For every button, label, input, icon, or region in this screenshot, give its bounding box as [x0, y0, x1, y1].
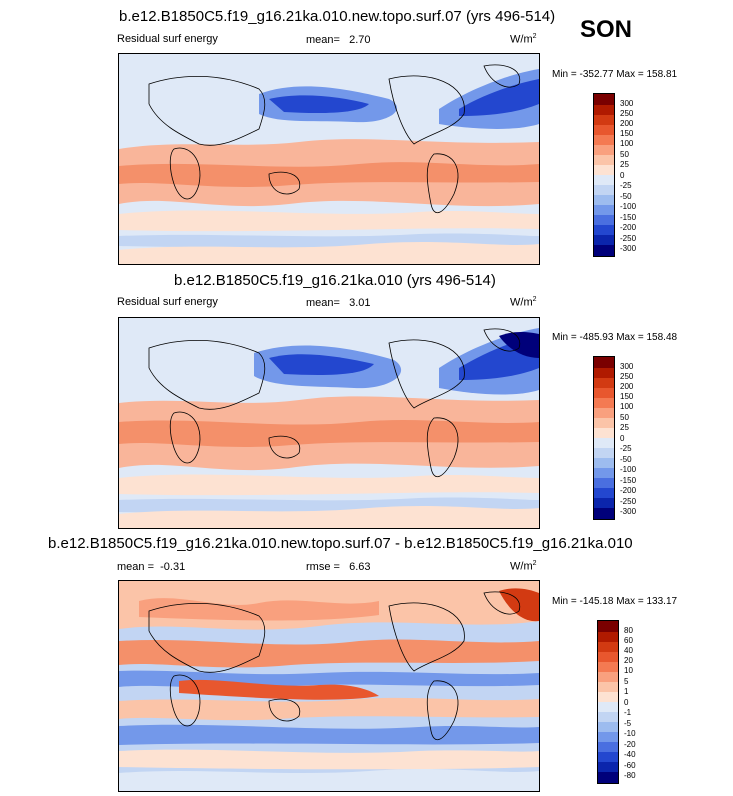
colorbar-tick: -50	[620, 455, 632, 464]
panel-3-colorbar	[597, 620, 619, 784]
panel-1-colorbar	[593, 93, 615, 257]
panel-1-mean-text: mean=	[306, 34, 340, 46]
panel-3-mean-value: -0.31	[160, 561, 186, 573]
colorbar-tick: -300	[620, 244, 637, 253]
colorbar-tick: 200	[620, 119, 634, 128]
panel-1-title: b.e12.B1850C5.f19_g16.21ka.010.new.topo.…	[119, 8, 556, 25]
colorbar-tick: 100	[620, 139, 634, 148]
colorbar-tick: 300	[620, 362, 634, 371]
panel-3-rmse-text: rmse =	[306, 561, 340, 573]
season-label: SON	[580, 16, 633, 43]
colorbar-tick: -250	[620, 234, 637, 243]
colorbar-tick: 0	[620, 434, 625, 443]
colorbar-tick: -200	[620, 223, 637, 232]
colorbar-tick: 50	[620, 150, 629, 159]
panel-3-minmax: Min = -145.18 Max = 133.17	[552, 596, 678, 607]
panel-3-units: W/m2	[510, 560, 537, 573]
colorbar-tick: 300	[620, 99, 634, 108]
panel-2-colorbar	[593, 356, 615, 520]
colorbar-tick: 250	[620, 372, 634, 381]
panel-3-map-svg	[119, 581, 539, 791]
panel-1-mean-value: 2.70	[349, 34, 371, 46]
colorbar-tick: -25	[620, 181, 632, 190]
panel-2-title: b.e12.B1850C5.f19_g16.21ka.010 (yrs 496-…	[174, 272, 496, 289]
panel-3-title: b.e12.B1850C5.f19_g16.21ka.010.new.topo.…	[48, 535, 633, 552]
colorbar-tick: -150	[620, 213, 637, 222]
panel-3-units-text: W/m	[510, 560, 533, 573]
colorbar-tick: 25	[620, 423, 629, 432]
colorbar-tick: 250	[620, 109, 634, 118]
colorbar-tick: -150	[620, 476, 637, 485]
panel-1-units-text: W/m	[510, 33, 533, 46]
panel-1-mean-label: mean= 2.70	[306, 34, 371, 46]
colorbar-tick: -40	[624, 750, 636, 759]
colorbar-tick: -250	[620, 497, 637, 506]
panel-2-variable-label: Residual surf energy	[117, 296, 218, 308]
colorbar-tick: 20	[624, 656, 633, 665]
panel-1-map	[118, 53, 540, 265]
colorbar-tick: 150	[620, 392, 634, 401]
panel-1-variable-label: Residual surf energy	[117, 33, 218, 45]
colorbar-tick: -5	[624, 719, 632, 728]
panel-2-units-exp: 2	[532, 296, 537, 303]
panel-2-mean-value: 3.01	[349, 297, 371, 309]
colorbar-tick: 10	[624, 666, 633, 675]
colorbar-tick: 60	[624, 636, 633, 645]
panel-1-units-exp: 2	[532, 33, 537, 40]
colorbar-tick: -10	[624, 729, 636, 738]
panel-3-mean-label: mean = -0.31	[117, 561, 185, 573]
colorbar-tick: 50	[620, 413, 629, 422]
panel-3-rmse-value: 6.63	[349, 561, 371, 573]
panel-1-units: W/m2	[510, 33, 537, 46]
panel-2-units-text: W/m	[510, 296, 533, 309]
panel-2-map	[118, 317, 540, 529]
colorbar-tick: -60	[624, 761, 636, 770]
panel-2-mean-label: mean= 3.01	[306, 297, 371, 309]
panel-3-map	[118, 580, 540, 792]
colorbar-tick: 80	[624, 626, 633, 635]
colorbar-tick: -80	[624, 771, 636, 780]
panel-3-mean-text: mean =	[117, 561, 154, 573]
colorbar-tick: 40	[624, 646, 633, 655]
panel-1-map-svg	[119, 64, 539, 264]
colorbar-tick: -200	[620, 486, 637, 495]
colorbar-tick: 25	[620, 160, 629, 169]
colorbar-tick: 150	[620, 129, 634, 138]
colorbar-tick: -100	[620, 202, 637, 211]
panel-2-units: W/m2	[510, 296, 537, 309]
colorbar-tick: 0	[624, 698, 629, 707]
colorbar-tick: -50	[620, 192, 632, 201]
colorbar-tick: 1	[624, 687, 629, 696]
colorbar-tick: -300	[620, 507, 637, 516]
panel-2-mean-text: mean=	[306, 297, 340, 309]
colorbar-tick: 0	[620, 171, 625, 180]
colorbar-tick: -1	[624, 708, 632, 717]
colorbar-tick: 100	[620, 402, 634, 411]
colorbar-tick: -100	[620, 465, 637, 474]
panel-3-units-exp: 2	[532, 560, 537, 567]
panel-3-rmse-label: rmse = 6.63	[306, 561, 371, 573]
colorbar-tick: -20	[624, 740, 636, 749]
colorbar-tick: 200	[620, 382, 634, 391]
panel-2-minmax: Min = -485.93 Max = 158.48	[552, 332, 678, 343]
panel-2-map-svg	[119, 328, 539, 528]
panel-1-minmax: Min = -352.77 Max = 158.81	[552, 69, 678, 80]
colorbar-tick: 5	[624, 677, 629, 686]
colorbar-tick: -25	[620, 444, 632, 453]
